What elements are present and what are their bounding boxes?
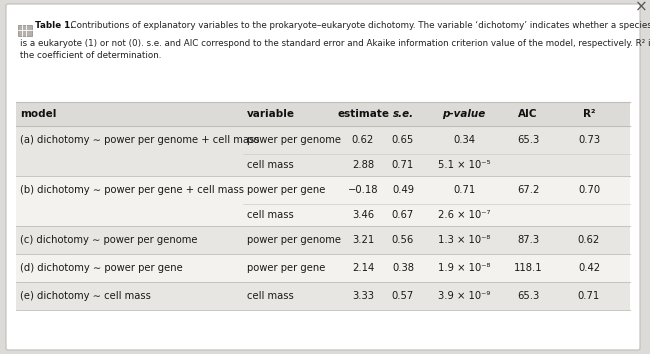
Text: power per gene: power per gene	[247, 263, 326, 273]
Text: power per gene: power per gene	[247, 185, 326, 195]
Text: 87.3: 87.3	[517, 235, 539, 245]
Text: 0.34: 0.34	[453, 135, 475, 145]
Text: 3.9 × 10⁻⁹: 3.9 × 10⁻⁹	[438, 291, 490, 301]
Text: 0.42: 0.42	[578, 263, 600, 273]
Text: 0.67: 0.67	[392, 210, 414, 220]
Text: cell mass: cell mass	[247, 210, 294, 220]
Text: −0.18: −0.18	[348, 185, 378, 195]
Text: 0.71: 0.71	[578, 291, 600, 301]
Text: (c) dichotomy ∼ power per genome: (c) dichotomy ∼ power per genome	[20, 235, 198, 245]
Text: 0.71: 0.71	[453, 185, 475, 195]
Text: model: model	[20, 109, 57, 119]
Text: (a) dichotomy ∼ power per genome + cell mass: (a) dichotomy ∼ power per genome + cell …	[20, 135, 259, 145]
Text: 0.70: 0.70	[578, 185, 600, 195]
Text: 65.3: 65.3	[517, 291, 539, 301]
Text: 1.9 × 10⁻⁸: 1.9 × 10⁻⁸	[437, 263, 490, 273]
Text: cell mass: cell mass	[247, 291, 294, 301]
Bar	[18, 25, 32, 36]
Bar	[16, 282, 630, 310]
Text: 2.14: 2.14	[352, 263, 374, 273]
Text: (e) dichotomy ∼ cell mass: (e) dichotomy ∼ cell mass	[20, 291, 151, 301]
Text: 0.73: 0.73	[578, 135, 600, 145]
Text: Contributions of explanatory variables to the prokaryote–eukaryote dichotomy. Th: Contributions of explanatory variables t…	[65, 22, 650, 30]
Text: 2.88: 2.88	[352, 160, 374, 170]
FancyBboxPatch shape	[6, 4, 640, 350]
Text: p-value: p-value	[443, 109, 486, 119]
Text: (d) dichotomy ∼ power per gene: (d) dichotomy ∼ power per gene	[20, 263, 183, 273]
Text: ×: ×	[634, 0, 647, 15]
Text: R²: R²	[583, 109, 595, 119]
Text: 0.56: 0.56	[392, 235, 414, 245]
Bar	[16, 254, 630, 282]
Text: power per genome: power per genome	[247, 235, 341, 245]
Text: the coefficient of determination.: the coefficient of determination.	[20, 51, 161, 61]
Text: variable: variable	[247, 109, 295, 119]
Text: 1.3 × 10⁻⁸: 1.3 × 10⁻⁸	[438, 235, 490, 245]
Text: 3.33: 3.33	[352, 291, 374, 301]
Bar	[16, 226, 630, 254]
Text: estimate: estimate	[337, 109, 389, 119]
Text: 3.46: 3.46	[352, 210, 374, 220]
Bar	[16, 126, 630, 154]
Text: 118.1: 118.1	[514, 263, 542, 273]
Text: is a eukaryote (1) or not (0). s.e. and AIC correspond to the standard error and: is a eukaryote (1) or not (0). s.e. and …	[20, 40, 650, 48]
Text: cell mass: cell mass	[247, 160, 294, 170]
Text: s.e.: s.e.	[393, 109, 413, 119]
Text: 0.62: 0.62	[578, 235, 600, 245]
Text: 0.38: 0.38	[392, 263, 414, 273]
Text: 0.62: 0.62	[352, 135, 374, 145]
Text: 65.3: 65.3	[517, 135, 539, 145]
Text: AIC: AIC	[518, 109, 538, 119]
Text: 0.65: 0.65	[392, 135, 414, 145]
Bar	[16, 204, 630, 226]
Text: 67.2: 67.2	[517, 185, 540, 195]
Text: 0.71: 0.71	[392, 160, 414, 170]
Bar	[16, 176, 630, 204]
Text: 0.49: 0.49	[392, 185, 414, 195]
Bar	[16, 154, 630, 176]
Bar	[16, 102, 630, 126]
Text: 2.6 × 10⁻⁷: 2.6 × 10⁻⁷	[437, 210, 490, 220]
Text: 0.57: 0.57	[392, 291, 414, 301]
Text: Table 1.: Table 1.	[35, 22, 73, 30]
Text: power per genome: power per genome	[247, 135, 341, 145]
Text: (b) dichotomy ∼ power per gene + cell mass: (b) dichotomy ∼ power per gene + cell ma…	[20, 185, 244, 195]
Text: 5.1 × 10⁻⁵: 5.1 × 10⁻⁵	[437, 160, 490, 170]
Text: 3.21: 3.21	[352, 235, 374, 245]
